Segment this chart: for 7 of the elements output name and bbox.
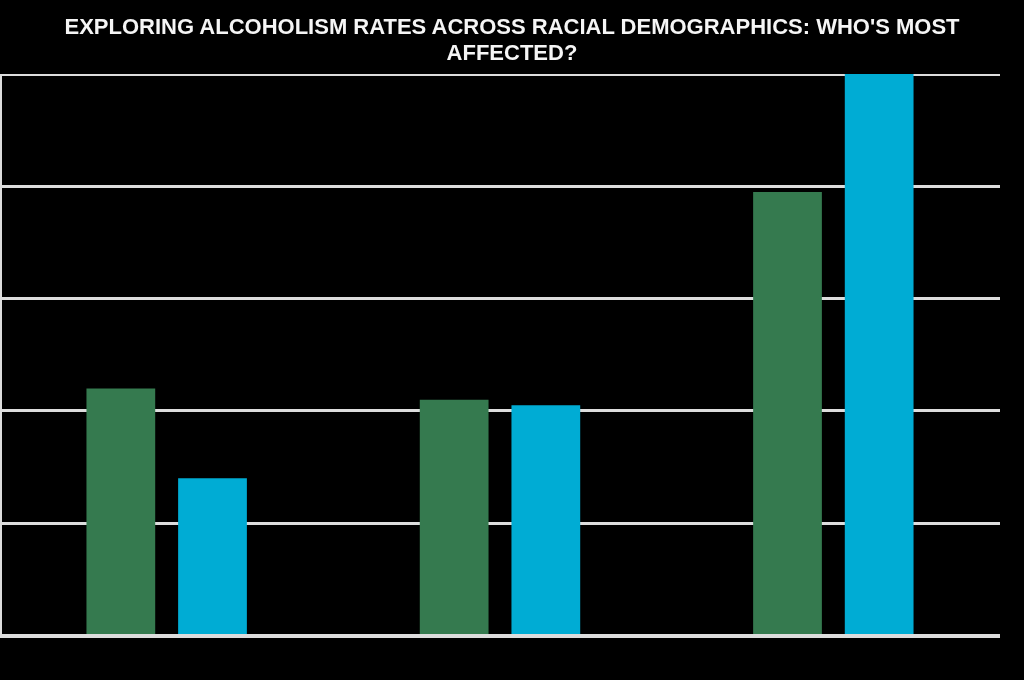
bar <box>178 478 247 635</box>
bar <box>86 388 156 635</box>
bar <box>419 399 489 635</box>
chart-title: EXPLORING ALCOHOLISM RATES ACROSS RACIAL DEMOGRAPHICS: WHO'S MOST AFFECTED? <box>63 13 961 67</box>
bar <box>511 405 581 635</box>
bar <box>844 74 914 635</box>
bar <box>753 191 822 635</box>
